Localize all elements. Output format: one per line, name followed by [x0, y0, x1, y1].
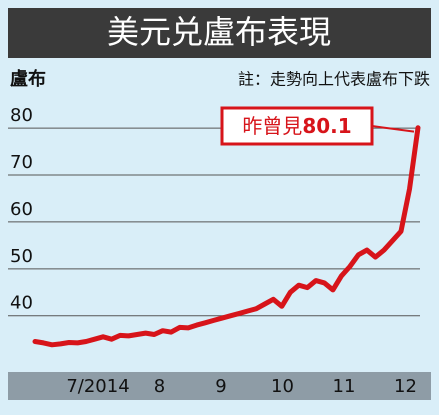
y-tick-label: 70 [10, 152, 33, 173]
y-tick-label: 80 [10, 105, 33, 126]
annotation-pointer [371, 125, 415, 133]
x-tick-label: 7/2014 [66, 376, 129, 397]
annotation-box [220, 106, 374, 146]
x-tick-label: 10 [271, 376, 294, 397]
x-tick-label: 11 [333, 376, 356, 397]
line [32, 125, 421, 348]
x-tick-label: 8 [154, 376, 165, 397]
y-tick-label: 40 [10, 293, 33, 314]
y-axis-label: 盧布 [10, 68, 46, 90]
note: 註：走勢向上代表盧布下跌 [238, 70, 430, 89]
x-axis-band [8, 372, 431, 400]
chart-title: 美元兑盧布表現 [107, 13, 331, 51]
x-tick-label: 9 [215, 376, 226, 397]
annotation-label: 昨曾見 [242, 114, 302, 138]
x-tick-label: 12 [394, 376, 417, 397]
y-tick-label: 50 [10, 246, 33, 267]
annotation-text: 昨曾見80.1 [242, 114, 351, 138]
value-label: 80.1 [302, 114, 351, 138]
title-bar [8, 8, 431, 58]
y-tick-label: 60 [10, 199, 33, 220]
annotation: 昨曾見80.1 [220, 106, 374, 146]
